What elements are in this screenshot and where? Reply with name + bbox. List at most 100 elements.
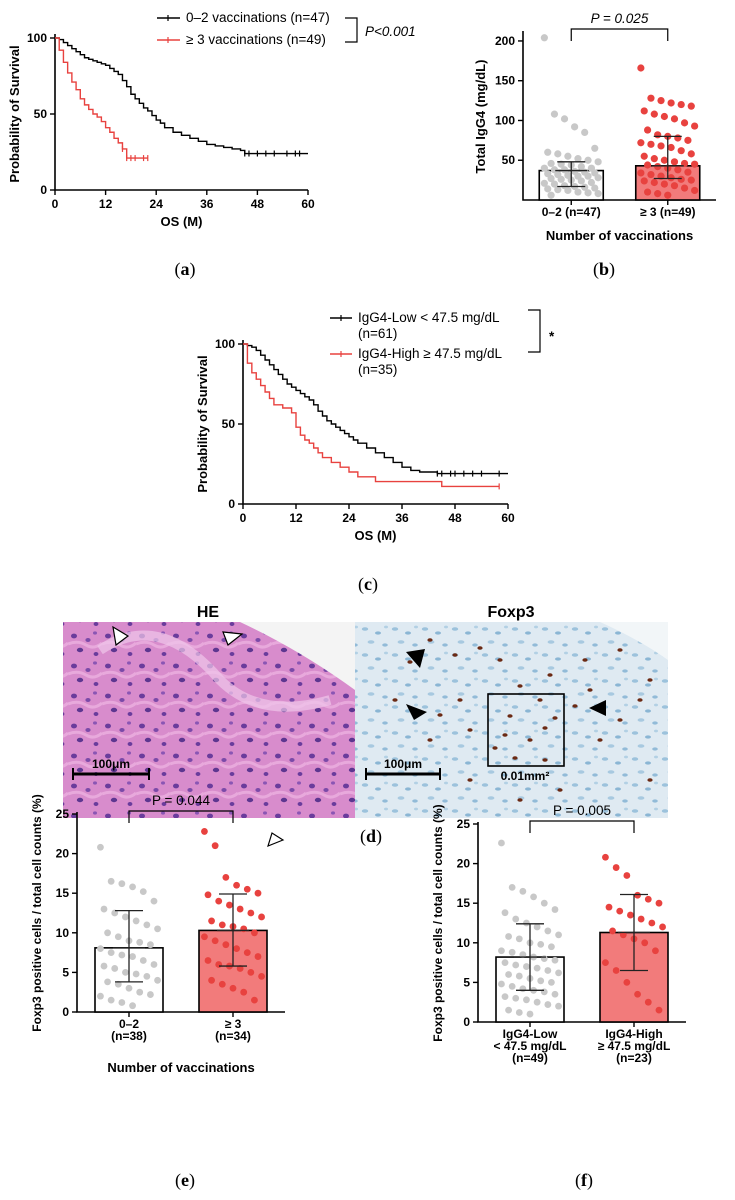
- data-point: [643, 161, 652, 169]
- x-axis-label: Number of vaccinations: [107, 1060, 254, 1075]
- data-point: [508, 883, 516, 891]
- data-point: [254, 889, 262, 897]
- data-point: [691, 160, 699, 168]
- y-tick-label: 0: [62, 1005, 69, 1019]
- data-point: [581, 183, 589, 191]
- data-point: [647, 94, 655, 102]
- foxp3-cell: [547, 673, 553, 677]
- y-tick-label: 50: [502, 153, 516, 167]
- y-axis-label: Foxp3 positive cells / total cell counts…: [30, 794, 44, 1031]
- y-tick-label: 15: [457, 896, 471, 910]
- data-point: [640, 177, 648, 185]
- foxp3-cell: [517, 798, 523, 802]
- x-axis-label: OS (M): [161, 214, 203, 229]
- foxp3-arrowhead-3: [406, 704, 427, 720]
- data-point: [591, 144, 599, 152]
- data-point: [533, 998, 541, 1006]
- legend-bracket: [345, 17, 358, 43]
- data-point: [97, 992, 104, 1000]
- data-point: [139, 957, 147, 964]
- data-point: [154, 925, 161, 933]
- x-tick-label: 24: [342, 511, 356, 525]
- data-point: [251, 996, 258, 1004]
- data-point: [107, 949, 115, 956]
- data-point: [555, 1002, 562, 1010]
- y-axis-label: Probability of Survival: [195, 355, 210, 492]
- he-title: HE: [197, 604, 220, 621]
- data-point: [691, 122, 699, 130]
- data-point: [634, 891, 641, 899]
- data-point: [641, 939, 649, 947]
- data-point: [680, 119, 689, 127]
- panel-c-km-chart: 0 12 24 36 48 60 0 50 100 OS (M) Probability of Su…: [195, 309, 555, 543]
- data-point: [650, 178, 658, 187]
- area-label: 0.01mm²: [501, 769, 550, 783]
- data-point: [104, 978, 111, 986]
- panel-captions: (a) (b) (c) (d) (e) (f): [175, 259, 616, 1191]
- x-tick-label: 36: [395, 511, 409, 525]
- data-point: [574, 188, 582, 196]
- data-point: [657, 96, 665, 105]
- foxp3-cell: [427, 738, 433, 742]
- p-value: P = 0.005: [553, 803, 611, 818]
- data-point: [670, 182, 679, 190]
- data-point: [616, 907, 624, 915]
- data-point: [218, 921, 226, 929]
- data-point: [594, 190, 602, 198]
- y-axis-label: Total IgG4 (mg/dL): [473, 60, 488, 174]
- data-point: [548, 979, 555, 986]
- data-point: [644, 998, 652, 1006]
- data-point: [501, 909, 509, 917]
- data-point: [550, 110, 559, 118]
- data-point: [560, 115, 569, 123]
- data-point: [564, 152, 572, 160]
- y-axis-label: Foxp3 positive cells / total cell counts…: [431, 804, 445, 1041]
- data-point: [247, 909, 255, 917]
- caption-a: (a): [175, 259, 196, 280]
- x-tick-label: 48: [448, 511, 462, 525]
- data-point: [684, 168, 692, 176]
- x-axis-label: Number of vaccinations: [546, 228, 693, 243]
- data-point: [226, 901, 233, 909]
- data-point: [680, 184, 689, 192]
- data-point: [530, 893, 537, 901]
- data-point: [544, 927, 552, 935]
- data-point: [222, 873, 230, 881]
- data-point: [547, 174, 555, 183]
- significance-bracket: [128, 810, 234, 823]
- data-point: [627, 911, 634, 919]
- data-point: [594, 158, 602, 166]
- y-tick-label: 0: [228, 497, 235, 511]
- he-arrowhead-3: [267, 832, 285, 848]
- data-point: [100, 905, 108, 913]
- scale-label-right: 100μm: [384, 757, 422, 771]
- data-point: [654, 163, 662, 171]
- data-point: [643, 188, 652, 196]
- foxp3-cell: [437, 713, 443, 717]
- data-point: [654, 131, 662, 139]
- legend-label: IgG4-High ≥ 47.5 mg/dL: [358, 346, 502, 361]
- data-point: [602, 853, 609, 861]
- data-point: [609, 927, 616, 935]
- data-point: [548, 943, 555, 951]
- data-point: [111, 965, 119, 972]
- data-point: [150, 961, 158, 968]
- foxp3-cell: [392, 698, 398, 702]
- data-point: [208, 976, 215, 984]
- data-point: [660, 112, 668, 121]
- data-point: [677, 175, 685, 183]
- x-tick-label: 12: [99, 197, 113, 211]
- data-point: [519, 887, 527, 895]
- data-point: [97, 843, 104, 851]
- foxp3-cell: [582, 658, 588, 662]
- foxp3-cell: [502, 733, 508, 737]
- data-point: [555, 969, 562, 977]
- legend-label: 0–2 vaccinations (n=47): [186, 10, 330, 25]
- data-point: [114, 980, 122, 988]
- data-point: [584, 156, 592, 164]
- data-point: [650, 110, 658, 118]
- data-point: [233, 945, 240, 953]
- data-point: [619, 931, 627, 939]
- data-point: [519, 951, 527, 959]
- data-point: [602, 959, 609, 966]
